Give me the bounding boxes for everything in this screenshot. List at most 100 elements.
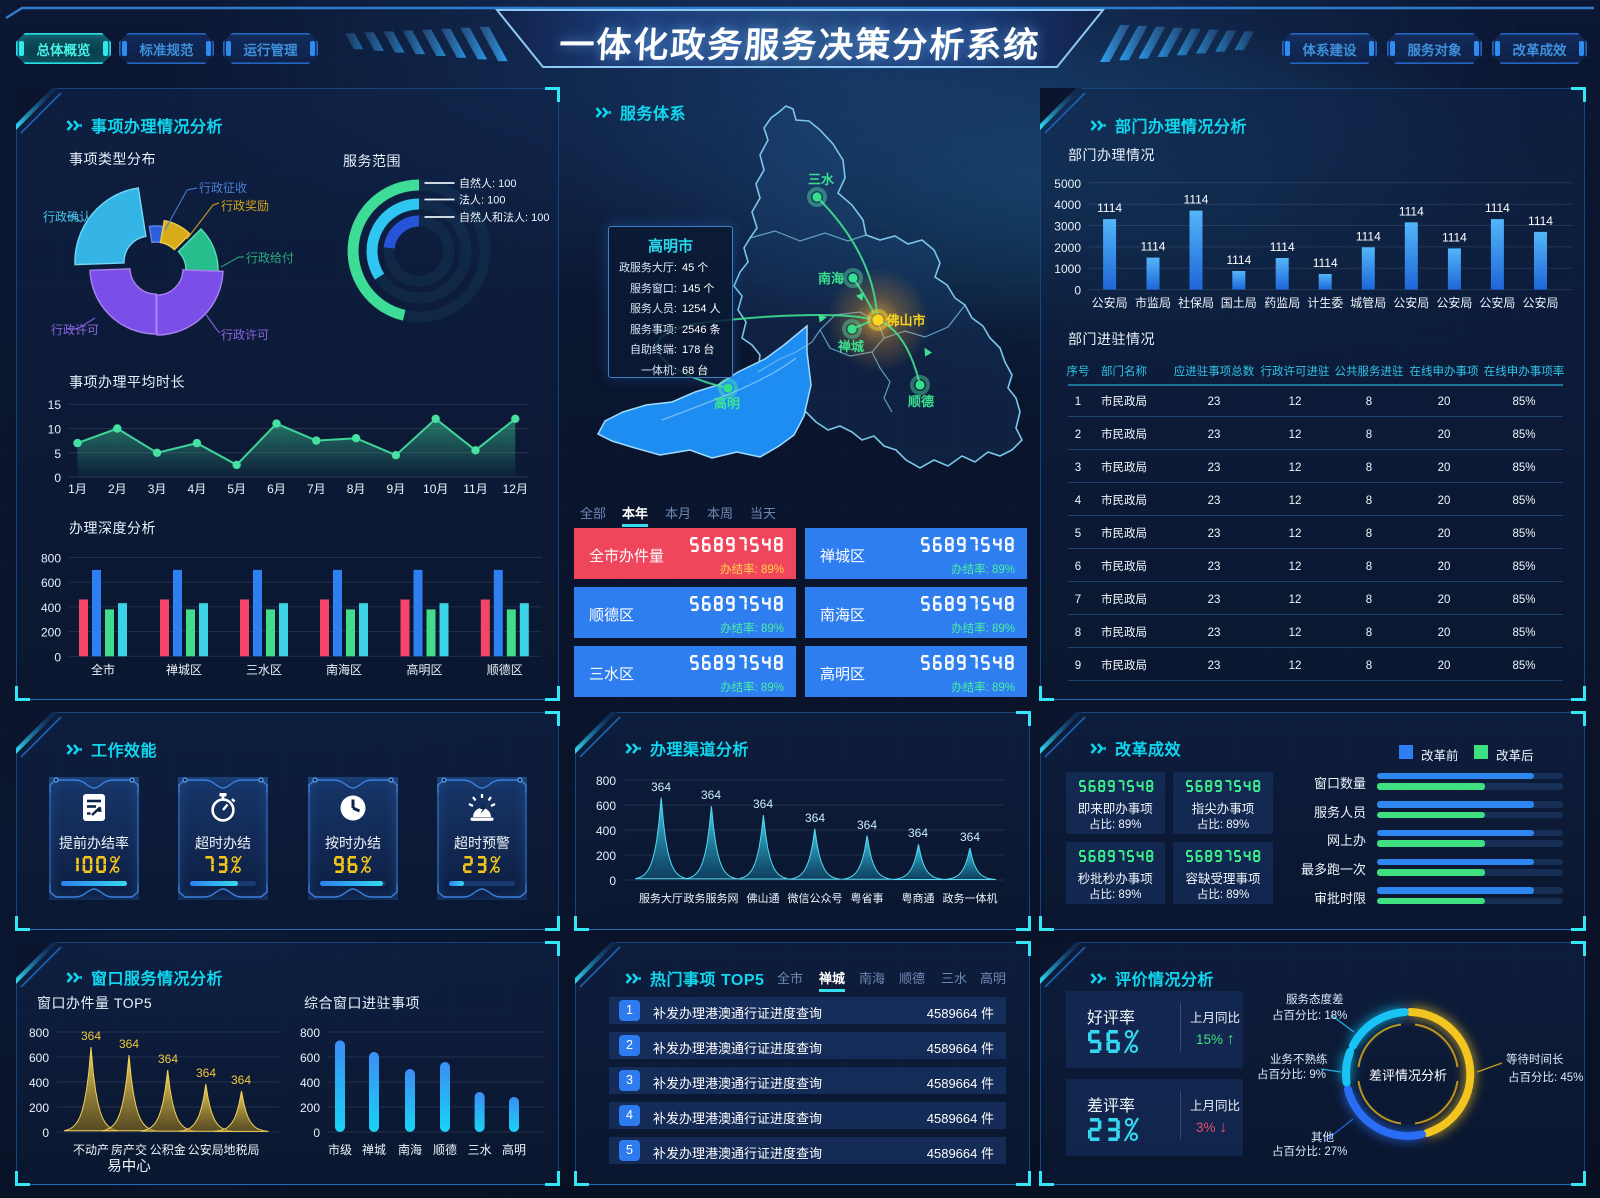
svg-text:85%: 85% <box>1512 528 1535 540</box>
svg-text:佛山市: 佛山市 <box>885 313 925 328</box>
svg-text:房产交: 房产交 <box>111 1142 147 1157</box>
svg-text:公安局: 公安局 <box>1393 295 1429 310</box>
svg-text:20: 20 <box>1438 528 1451 540</box>
svg-text:易中心: 易中心 <box>107 1158 151 1175</box>
svg-text:85%: 85% <box>1512 594 1535 606</box>
svg-text:12月: 12月 <box>503 482 528 496</box>
svg-text:5: 5 <box>54 447 61 461</box>
svg-text:8: 8 <box>1366 495 1372 507</box>
svg-text:1114: 1114 <box>1141 240 1166 254</box>
svg-text:20: 20 <box>1438 462 1451 474</box>
svg-text:12: 12 <box>1289 528 1302 540</box>
svg-text:85%: 85% <box>1512 561 1535 573</box>
svg-text:行政征收: 行政征收 <box>199 181 247 195</box>
svg-text:市民政局: 市民政局 <box>1101 394 1147 408</box>
svg-text:4000: 4000 <box>1054 198 1081 212</box>
svg-text:禅城: 禅城 <box>362 1143 386 1157</box>
svg-text:市民政局: 市民政局 <box>1101 427 1147 441</box>
svg-text:粤省事: 粤省事 <box>851 891 884 905</box>
svg-text:200: 200 <box>41 626 61 640</box>
svg-text:85%: 85% <box>1512 429 1535 441</box>
svg-text:0: 0 <box>313 1126 320 1140</box>
svg-text:12: 12 <box>1289 429 1302 441</box>
svg-text:23: 23 <box>1208 528 1221 540</box>
svg-text:全市: 全市 <box>91 662 115 677</box>
svg-text:200: 200 <box>596 849 616 863</box>
svg-text:1114: 1114 <box>1485 201 1510 215</box>
svg-text:顺德区: 顺德区 <box>487 662 523 677</box>
svg-text:0: 0 <box>609 874 616 888</box>
svg-text:8月: 8月 <box>347 482 366 496</box>
svg-text:800: 800 <box>596 774 616 788</box>
svg-text:364: 364 <box>857 818 877 832</box>
svg-text:5: 5 <box>1075 528 1081 540</box>
svg-text:药监局: 药监局 <box>1264 296 1300 310</box>
svg-text:364: 364 <box>805 811 825 825</box>
svg-text:4: 4 <box>1075 495 1082 507</box>
svg-text:800: 800 <box>41 552 61 566</box>
svg-text:85%: 85% <box>1512 660 1535 672</box>
svg-text:行政许可进驻: 行政许可进驻 <box>1261 364 1330 378</box>
svg-text:800: 800 <box>300 1026 320 1040</box>
svg-text:市民政局: 市民政局 <box>1101 493 1147 507</box>
svg-text:364: 364 <box>701 788 721 802</box>
svg-text:部门名称: 部门名称 <box>1101 364 1147 378</box>
svg-text:公安局: 公安局 <box>188 1142 224 1157</box>
svg-text:地税局: 地税局 <box>223 1143 259 1157</box>
svg-text:6: 6 <box>1075 561 1081 573</box>
svg-text:3000: 3000 <box>1054 220 1081 234</box>
svg-text:20: 20 <box>1438 495 1451 507</box>
svg-text:364: 364 <box>231 1073 251 1087</box>
svg-text:364: 364 <box>651 780 671 794</box>
svg-text:自然人: 100: 自然人: 100 <box>459 176 516 190</box>
svg-text:23: 23 <box>1208 396 1221 408</box>
svg-text:12: 12 <box>1289 660 1302 672</box>
svg-text:1114: 1114 <box>1313 256 1338 270</box>
svg-text:23: 23 <box>1208 561 1221 573</box>
svg-text:0: 0 <box>42 1126 49 1140</box>
svg-text:序号: 序号 <box>1067 364 1090 378</box>
svg-text:自然人和法人: 100: 自然人和法人: 100 <box>459 210 549 224</box>
svg-text:高明区: 高明区 <box>406 662 442 677</box>
svg-text:12: 12 <box>1289 396 1302 408</box>
svg-text:社保局: 社保局 <box>1178 295 1214 310</box>
svg-text:市监局: 市监局 <box>1135 295 1171 310</box>
svg-text:800: 800 <box>29 1026 49 1040</box>
svg-text:600: 600 <box>596 799 616 813</box>
svg-text:行政许可: 行政许可 <box>221 328 269 342</box>
svg-text:20: 20 <box>1438 627 1451 639</box>
svg-text:在线申办事项率: 在线申办事项率 <box>1484 364 1565 378</box>
svg-text:85%: 85% <box>1512 462 1535 474</box>
svg-text:3: 3 <box>1075 462 1081 474</box>
svg-text:市民政局: 市民政局 <box>1101 526 1147 540</box>
svg-text:15: 15 <box>48 398 62 412</box>
svg-text:6月: 6月 <box>267 482 286 496</box>
svg-text:三水: 三水 <box>808 172 835 187</box>
svg-text:政务一体机: 政务一体机 <box>943 891 998 905</box>
svg-text:1: 1 <box>1075 396 1081 408</box>
svg-text:服务大厅: 服务大厅 <box>639 891 683 905</box>
svg-text:23: 23 <box>1208 462 1221 474</box>
svg-text:400: 400 <box>300 1076 320 1090</box>
svg-text:200: 200 <box>29 1101 49 1115</box>
svg-text:8: 8 <box>1366 396 1372 408</box>
svg-text:行政奖励: 行政奖励 <box>221 199 269 213</box>
svg-text:600: 600 <box>41 576 61 590</box>
svg-text:12: 12 <box>1289 495 1302 507</box>
svg-text:1114: 1114 <box>1399 204 1424 218</box>
svg-text:8: 8 <box>1366 660 1372 672</box>
svg-text:20: 20 <box>1438 396 1451 408</box>
svg-text:364: 364 <box>158 1052 178 1066</box>
svg-text:顺德: 顺德 <box>908 394 934 409</box>
svg-text:8: 8 <box>1366 429 1372 441</box>
svg-text:市民政局: 市民政局 <box>1101 625 1147 639</box>
svg-text:9月: 9月 <box>387 482 406 496</box>
svg-text:364: 364 <box>908 826 928 840</box>
svg-text:市民政局: 市民政局 <box>1101 658 1147 672</box>
svg-text:公共服务进驻: 公共服务进驻 <box>1335 364 1404 378</box>
svg-text:禅城: 禅城 <box>837 339 864 354</box>
svg-text:粤商通: 粤商通 <box>902 891 935 905</box>
svg-text:600: 600 <box>29 1051 49 1065</box>
svg-text:600: 600 <box>300 1051 320 1065</box>
svg-text:政务服务网: 政务服务网 <box>684 891 739 905</box>
